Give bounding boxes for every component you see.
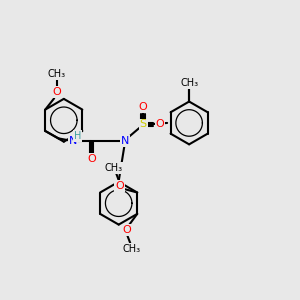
- Text: H: H: [74, 131, 81, 141]
- Text: N: N: [120, 136, 129, 146]
- Text: O: O: [156, 119, 164, 129]
- Text: O: O: [122, 225, 131, 235]
- Text: O: O: [139, 103, 147, 112]
- Text: CH₃: CH₃: [180, 78, 198, 88]
- Text: CH₃: CH₃: [105, 163, 123, 173]
- Text: S: S: [140, 119, 147, 129]
- Text: CH₃: CH₃: [123, 244, 141, 254]
- Text: O: O: [87, 154, 96, 164]
- Text: O: O: [115, 181, 124, 191]
- Text: O: O: [52, 87, 61, 97]
- Text: CH₃: CH₃: [47, 69, 66, 79]
- Text: N: N: [68, 136, 77, 146]
